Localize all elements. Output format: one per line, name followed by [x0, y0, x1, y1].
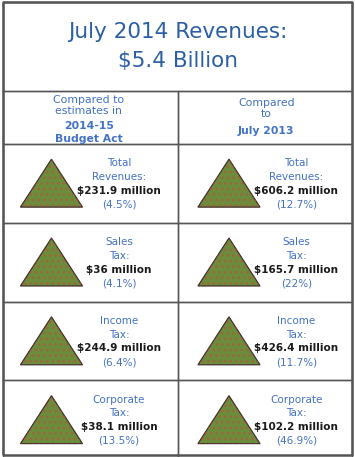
Text: Compared to: Compared to: [53, 96, 124, 105]
Text: (4.5%): (4.5%): [102, 199, 136, 209]
Text: $38.1 million: $38.1 million: [81, 422, 157, 432]
Text: July 2014 Revenues:: July 2014 Revenues:: [68, 22, 287, 42]
Text: $102.2 million: $102.2 million: [255, 422, 338, 432]
Polygon shape: [198, 317, 260, 365]
Text: Tax:: Tax:: [109, 251, 129, 261]
Text: Total: Total: [284, 158, 308, 168]
Text: $244.9 million: $244.9 million: [77, 343, 161, 353]
Text: Tax:: Tax:: [286, 409, 307, 419]
Polygon shape: [198, 159, 260, 207]
Polygon shape: [20, 317, 82, 365]
Text: $231.9 million: $231.9 million: [77, 186, 161, 196]
Text: July 2013: July 2013: [238, 127, 295, 136]
Text: (13.5%): (13.5%): [98, 436, 140, 446]
Polygon shape: [20, 159, 82, 207]
Polygon shape: [20, 396, 82, 444]
Text: Corporate: Corporate: [270, 395, 323, 405]
Polygon shape: [20, 238, 82, 286]
Text: (46.9%): (46.9%): [276, 436, 317, 446]
Text: Revenues:: Revenues:: [269, 172, 323, 182]
Text: Sales: Sales: [283, 237, 310, 247]
Text: Income: Income: [277, 316, 316, 326]
Text: Budget Act: Budget Act: [55, 134, 122, 143]
Text: $165.7 million: $165.7 million: [255, 265, 338, 275]
Text: Income: Income: [100, 316, 138, 326]
Polygon shape: [198, 238, 260, 286]
Text: Tax:: Tax:: [286, 329, 307, 340]
Text: Tax:: Tax:: [109, 329, 129, 340]
Text: 2014-15: 2014-15: [64, 121, 114, 131]
Text: (12.7%): (12.7%): [276, 199, 317, 209]
Text: Tax:: Tax:: [286, 251, 307, 261]
Text: to: to: [261, 110, 272, 119]
Polygon shape: [198, 396, 260, 444]
Text: Total: Total: [107, 158, 131, 168]
Text: estimates in: estimates in: [55, 106, 122, 116]
Text: Compared: Compared: [238, 98, 295, 108]
Text: $36 million: $36 million: [86, 265, 152, 275]
Text: Revenues:: Revenues:: [92, 172, 146, 182]
Text: (4.1%): (4.1%): [102, 278, 136, 288]
Text: $426.4 million: $426.4 million: [255, 343, 338, 353]
Text: (11.7%): (11.7%): [276, 357, 317, 367]
Text: Corporate: Corporate: [93, 395, 145, 405]
Text: $606.2 million: $606.2 million: [255, 186, 338, 196]
Text: (22%): (22%): [281, 278, 312, 288]
Text: Sales: Sales: [105, 237, 133, 247]
Text: Tax:: Tax:: [109, 409, 129, 419]
Text: $5.4 Billion: $5.4 Billion: [118, 52, 237, 71]
Text: (6.4%): (6.4%): [102, 357, 136, 367]
